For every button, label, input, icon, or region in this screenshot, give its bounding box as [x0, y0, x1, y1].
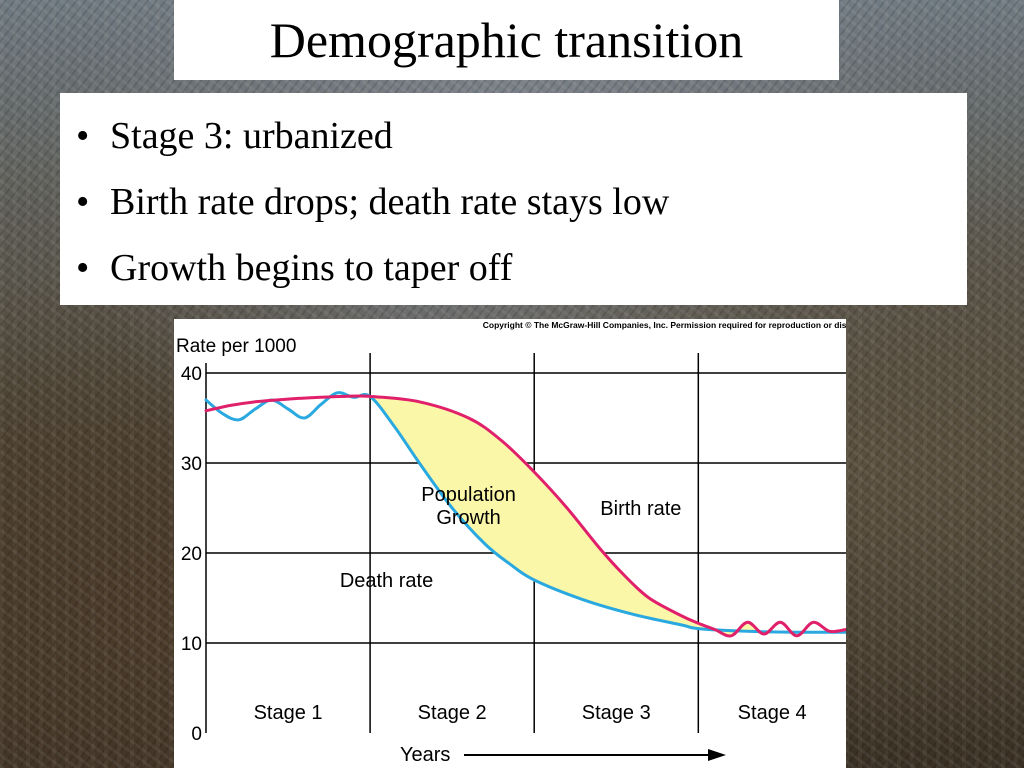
stage-label: Stage 4: [738, 702, 807, 724]
population-growth-area: [370, 396, 764, 636]
x-axis-label: Years: [400, 744, 450, 766]
stage-labels: Stage 1 Stage 2 Stage 3 Stage 4: [254, 702, 807, 724]
bullet-list: Stage 3: urbanized Birth rate drops; dea…: [72, 103, 967, 301]
slide-title: Demographic transition: [269, 12, 744, 68]
stage-label: Stage 2: [418, 702, 487, 724]
chart-annotation: Growth: [436, 507, 500, 529]
x-axis-arrowhead: [708, 749, 726, 761]
y-tick-label: 10: [181, 634, 202, 655]
chart-annotation: Birth rate: [600, 498, 681, 520]
chart-annotation: Population: [421, 484, 516, 506]
series-lines: [204, 391, 846, 638]
stage-label: Stage 3: [582, 702, 651, 724]
title-box: Demographic transition: [174, 0, 839, 80]
bullet-item: Stage 3: urbanized: [72, 103, 967, 169]
demographic-chart: Copyright © The McGraw-Hill Companies, I…: [176, 320, 846, 766]
y-tick-labels: 0 10 20 30 40: [181, 364, 202, 745]
y-tick-label: 20: [181, 544, 202, 565]
y-axis-label: Rate per 1000: [176, 336, 296, 357]
y-tick-label: 40: [181, 364, 202, 385]
chart-container: Copyright © The McGraw-Hill Companies, I…: [174, 319, 846, 768]
bullet-box: Stage 3: urbanized Birth rate drops; dea…: [60, 93, 967, 305]
chart-annotation: Death rate: [340, 570, 433, 592]
y-tick-label: 0: [191, 724, 202, 745]
y-tick-label: 30: [181, 454, 202, 475]
stage-label: Stage 1: [254, 702, 323, 724]
copyright-notice: Copyright © The McGraw-Hill Companies, I…: [483, 320, 846, 330]
bullet-item: Birth rate drops; death rate stays low: [72, 169, 967, 235]
bullet-item: Growth begins to taper off: [72, 235, 967, 301]
birth-rate-line: [204, 394, 846, 638]
